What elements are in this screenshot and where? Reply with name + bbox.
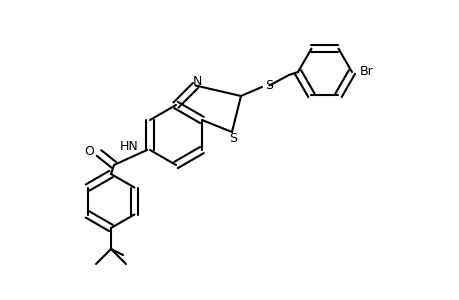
Text: HN: HN xyxy=(119,140,138,154)
Text: N: N xyxy=(192,75,201,88)
Text: Br: Br xyxy=(358,65,372,79)
Text: S: S xyxy=(229,131,237,145)
Text: S: S xyxy=(264,79,272,92)
Text: O: O xyxy=(84,145,94,158)
